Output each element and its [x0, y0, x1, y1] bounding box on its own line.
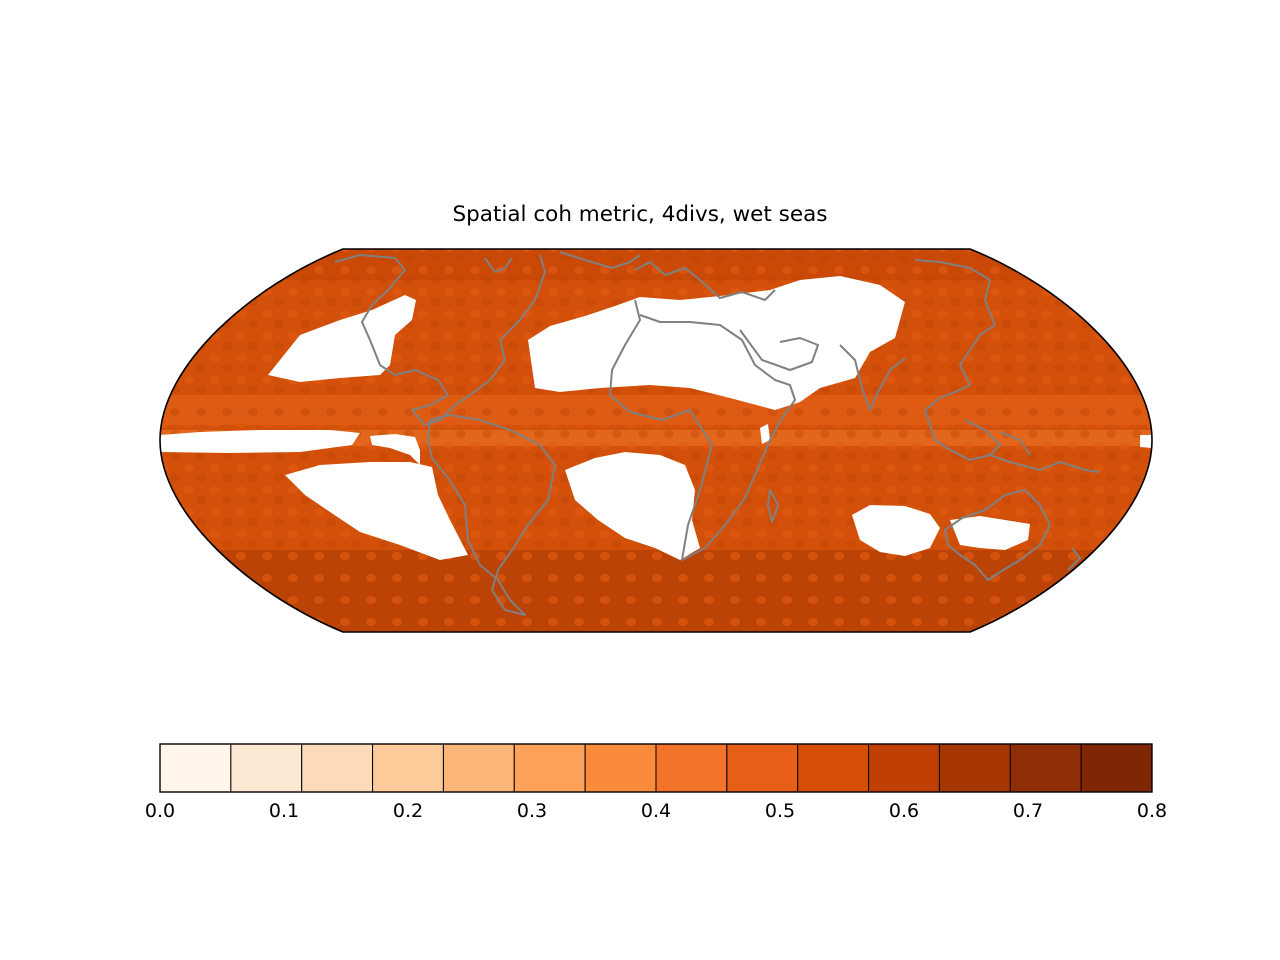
chart-title: Spatial coh metric, 4divs, wet seas: [452, 202, 828, 227]
colorbar-segment: [1009, 743, 1082, 793]
colorbar-tick-label: 0.5: [764, 800, 796, 822]
colorbar-segment: [372, 743, 444, 793]
colorbar-tick-label: 0.3: [516, 800, 548, 822]
colorbar-segment: [868, 743, 940, 793]
colorbar-tick-label: 0.8: [1136, 800, 1168, 822]
colorbar-tick-label: 0.0: [144, 800, 176, 822]
colorbar-segment: [230, 743, 303, 793]
map-field: [160, 249, 1152, 632]
colorbar-tick-label: 0.7: [1012, 800, 1044, 822]
colorbar-segment: [584, 743, 657, 793]
colorbar-segment: [159, 743, 232, 793]
coastlines: [334, 251, 1101, 616]
colorbar-segment: [938, 743, 1011, 793]
map-frame: [159, 248, 1153, 633]
colorbar-segment: [301, 743, 374, 793]
colorbar-segment: [442, 743, 515, 793]
colorbar-tick-label: 0.2: [392, 800, 424, 822]
colorbar-tick-label: 0.4: [640, 800, 672, 822]
colorbar-segment: [1080, 743, 1153, 793]
colorbar-segment: [726, 743, 799, 793]
colorbar-tick-label: 0.1: [268, 800, 300, 822]
colorbar-frame: [159, 743, 1153, 793]
colorbar-segment: [797, 743, 870, 793]
colorbar-tick-label: 0.6: [888, 800, 920, 822]
colorbar-segment: [513, 743, 586, 793]
colorbar-segment: [655, 743, 728, 793]
masked-regions: [160, 276, 1152, 560]
colorbar-segments: [159, 743, 1153, 793]
